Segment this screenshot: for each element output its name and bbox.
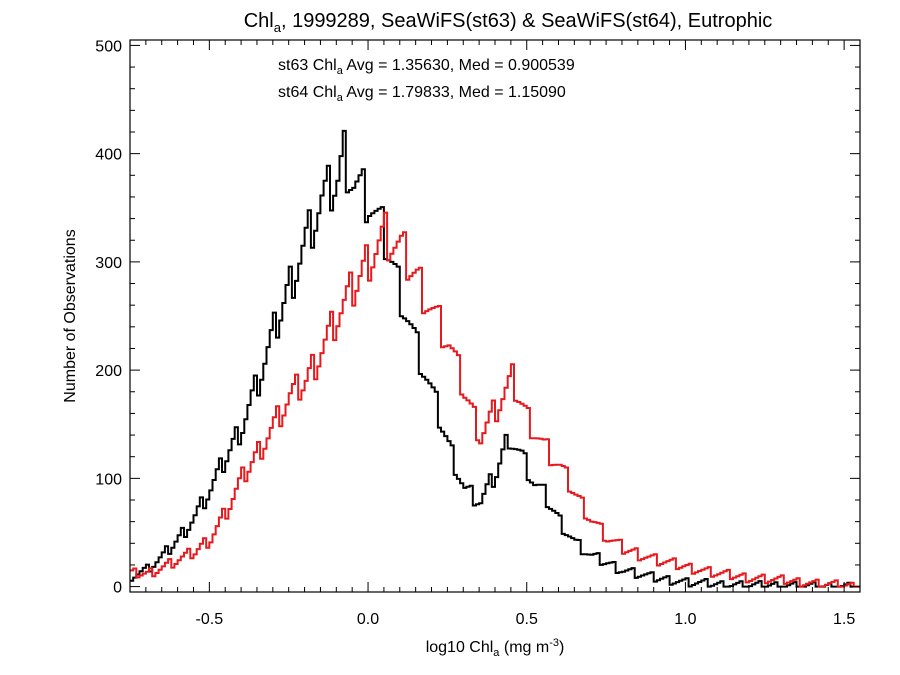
series-layer	[130, 129, 860, 588]
y-tick-label: 300	[95, 255, 122, 272]
legend-st64-annotation: st64 Chla Avg = 1.79833, Med = 1.15090	[278, 84, 566, 104]
x-axis-title-mid: (mg m	[499, 639, 549, 656]
legend-st64-pre: st64 Chl	[278, 84, 337, 101]
y-tick-label: 200	[95, 363, 122, 380]
x-tick-label: 1.0	[674, 611, 696, 628]
ticks-layer: -0.5 0.0 0.5 1.0 1.5 0 100 200 300 400 500	[95, 38, 861, 628]
y-axis-title: Number of Observations	[62, 229, 79, 402]
y-tick-label: 400	[95, 147, 122, 164]
legend-st63-annotation: st63 Chla Avg = 1.35630, Med = 0.900539	[278, 57, 575, 77]
y-tick-label: 500	[95, 38, 122, 55]
chart-title-post: , 1999289, SeaWiFS(st63) & SeaWiFS(st64)…	[281, 10, 772, 32]
legend-st64-sub: a	[337, 92, 344, 104]
x-axis-title-post: )	[559, 639, 564, 656]
legend-st63-pre: st63 Chl	[278, 57, 337, 74]
chart-title: Chla, 1999289, SeaWiFS(st63) & SeaWiFS(s…	[244, 10, 773, 35]
histogram-series-1	[130, 211, 860, 588]
histogram-series-0	[130, 129, 860, 588]
y-tick-label: 100	[95, 471, 122, 488]
chart-title-sub: a	[274, 20, 282, 35]
x-axis-title-sup: -3	[549, 637, 559, 649]
legend-st63-post: Avg = 1.35630, Med = 0.900539	[343, 57, 575, 74]
plot-frame	[129, 39, 861, 593]
x-tick-label: 0.5	[516, 611, 538, 628]
legend-st64-post: Avg = 1.79833, Med = 1.15090	[343, 84, 566, 101]
x-axis-title-sub: a	[493, 647, 500, 659]
y-tick-label: 0	[113, 580, 122, 597]
x-tick-label: -0.5	[196, 611, 224, 628]
x-tick-label: 0.0	[357, 611, 379, 628]
x-tick-label: 1.5	[833, 611, 855, 628]
x-axis-title: log10 Chla (mg m-3)	[426, 637, 565, 659]
chart-title-pre: Chl	[244, 10, 274, 32]
x-axis-title-pre: log10 Chl	[426, 639, 494, 656]
legend-st63-sub: a	[337, 65, 344, 77]
